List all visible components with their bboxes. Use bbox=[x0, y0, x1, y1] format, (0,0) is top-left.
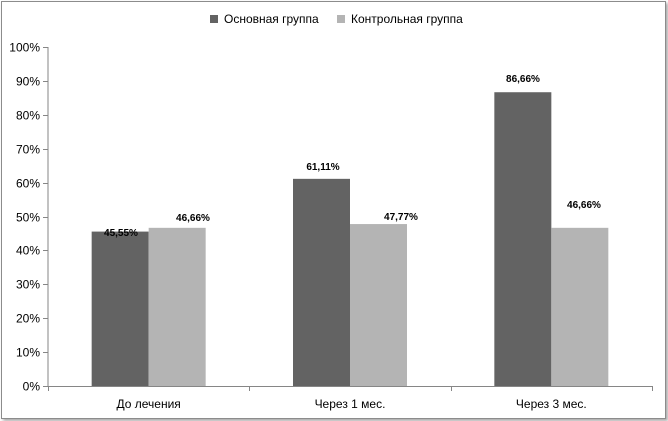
bar bbox=[293, 178, 350, 386]
y-tick-label: 100% bbox=[9, 41, 40, 55]
data-labels: 45,55% 61,11% 86,66% 46,66% 47,77% 46,66% bbox=[104, 74, 601, 239]
y-tick-label: 90% bbox=[16, 75, 40, 89]
bar bbox=[494, 92, 552, 387]
y-tick-label: 70% bbox=[16, 143, 40, 157]
data-label: 46,66% bbox=[567, 200, 601, 211]
y-axis: 0% 10% 20% 30% 40% 50% 60% 70% 80% 90% 100% bbox=[9, 41, 49, 394]
data-label: 45,55% bbox=[104, 228, 138, 239]
data-label: 61,11% bbox=[306, 162, 339, 173]
bar bbox=[148, 227, 206, 386]
data-label: 46,66% bbox=[176, 213, 210, 224]
bars bbox=[91, 92, 609, 387]
data-label: 47,77% bbox=[384, 212, 418, 223]
bar bbox=[91, 231, 149, 386]
bar bbox=[350, 224, 407, 386]
bar bbox=[551, 227, 609, 386]
y-tick-label: 10% bbox=[16, 346, 40, 360]
legend-swatch bbox=[210, 15, 218, 23]
legend-label: Основная группа bbox=[224, 12, 319, 26]
y-tick-label: 30% bbox=[16, 278, 40, 292]
x-axis: До лечения Через 1 мес. Через 3 мес. bbox=[48, 386, 653, 411]
y-tick-label: 50% bbox=[16, 211, 40, 225]
x-tick-label: До лечения bbox=[117, 397, 181, 411]
y-tick-label: 80% bbox=[16, 109, 40, 123]
y-tick-label: 0% bbox=[23, 380, 41, 394]
x-tick-label: Через 1 мес. bbox=[315, 397, 386, 411]
y-tick-label: 40% bbox=[16, 244, 40, 258]
x-tick-label: Через 3 мес. bbox=[516, 397, 587, 411]
legend: Основная группа Контрольная группа bbox=[210, 12, 463, 26]
y-tick-label: 20% bbox=[16, 312, 40, 326]
y-tick-label: 60% bbox=[16, 177, 40, 191]
data-label: 86,66% bbox=[506, 74, 540, 85]
legend-label: Контрольная группа bbox=[351, 12, 463, 26]
legend-swatch bbox=[337, 15, 345, 23]
